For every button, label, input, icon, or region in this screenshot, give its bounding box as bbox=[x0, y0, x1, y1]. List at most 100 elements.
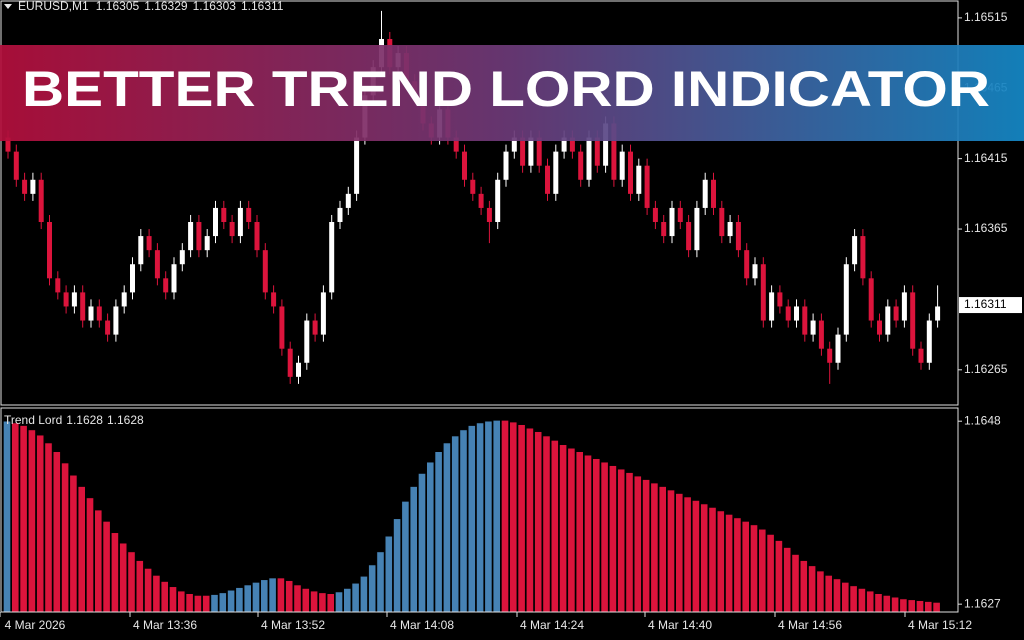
histogram-bar bbox=[534, 431, 543, 613]
candle-body bbox=[138, 236, 144, 265]
x-tick-label: 4 Mar 14:08 bbox=[390, 618, 454, 632]
histogram-bar bbox=[816, 570, 825, 613]
histogram-bar bbox=[52, 451, 61, 613]
histogram-bar bbox=[318, 592, 327, 613]
histogram-bar bbox=[293, 584, 302, 613]
candle-body bbox=[204, 236, 210, 251]
histogram-bar bbox=[152, 575, 161, 613]
histogram-bar bbox=[144, 568, 152, 613]
candle-body bbox=[694, 207, 700, 251]
last-price-label: 1.16311 bbox=[964, 297, 1007, 311]
candle-body bbox=[279, 306, 285, 349]
candle-body bbox=[254, 222, 260, 251]
candle-body bbox=[38, 179, 44, 223]
candle-body bbox=[877, 320, 882, 335]
histogram-bar bbox=[882, 595, 891, 613]
x-tick-label: 4 Mar 13:36 bbox=[133, 618, 197, 632]
y-tick-label: 1.1627 bbox=[964, 596, 1001, 610]
histogram-bar bbox=[517, 424, 526, 613]
histogram-bar bbox=[442, 442, 451, 613]
histogram-bar bbox=[285, 580, 294, 613]
menu-triangle[interactable] bbox=[4, 4, 12, 9]
y-tick-label: 1.16365 bbox=[964, 221, 1008, 235]
histogram-bar bbox=[691, 500, 700, 613]
histogram-bar bbox=[932, 602, 941, 613]
candle-body bbox=[636, 165, 642, 194]
candle-body bbox=[910, 292, 916, 349]
y-tick-label: 1.16265 bbox=[964, 362, 1008, 376]
candle-body bbox=[561, 137, 567, 152]
candle-body bbox=[511, 137, 517, 152]
histogram-bar bbox=[301, 588, 310, 613]
histogram-bar bbox=[19, 425, 28, 613]
candle-body bbox=[271, 292, 277, 307]
candle-body bbox=[926, 320, 932, 363]
histogram-bar bbox=[708, 507, 717, 613]
header-low: 1.16303 bbox=[193, 0, 237, 13]
histogram-bar bbox=[127, 551, 136, 613]
candle-body bbox=[935, 306, 941, 321]
candle-body bbox=[628, 151, 633, 194]
candle-body bbox=[702, 179, 708, 208]
candle-body bbox=[470, 179, 476, 194]
candle-body bbox=[760, 264, 766, 321]
histogram-bar bbox=[3, 420, 11, 613]
histogram-bar bbox=[542, 435, 551, 613]
symbol: EURUSD,M1 bbox=[18, 0, 89, 13]
candle-body bbox=[578, 151, 584, 180]
candle-body bbox=[171, 264, 177, 293]
candle-body bbox=[893, 306, 899, 321]
histogram-bar bbox=[243, 584, 252, 613]
candle-body bbox=[146, 236, 152, 251]
histogram-bar bbox=[750, 524, 758, 613]
candle-body bbox=[843, 264, 849, 335]
candle-body bbox=[63, 292, 69, 307]
histogram-bar bbox=[310, 590, 318, 613]
x-tick-label: 4 Mar 14:24 bbox=[520, 618, 584, 632]
candle-body bbox=[478, 193, 484, 208]
histogram-bar bbox=[725, 514, 733, 613]
histogram-bar bbox=[675, 493, 684, 613]
candle-body bbox=[611, 123, 617, 180]
histogram-bar bbox=[335, 591, 343, 613]
histogram-bar bbox=[393, 518, 401, 613]
histogram-bar bbox=[916, 600, 924, 613]
histogram-bar bbox=[434, 451, 443, 613]
histogram-bar bbox=[260, 579, 269, 613]
histogram-bar bbox=[459, 429, 468, 613]
candle-body bbox=[262, 250, 268, 293]
candle-body bbox=[901, 292, 907, 321]
candle-body bbox=[22, 179, 28, 194]
header-open: 1.16305 bbox=[96, 0, 140, 13]
candle-body bbox=[644, 165, 650, 208]
candle-body bbox=[727, 222, 733, 237]
x-tick-label: 4 Mar 15:12 bbox=[908, 618, 972, 632]
candle-body bbox=[188, 222, 194, 251]
candle-body bbox=[619, 151, 625, 180]
candle-body bbox=[329, 222, 335, 293]
candle-body bbox=[304, 320, 310, 363]
histogram-bar bbox=[799, 560, 808, 613]
candle-body bbox=[536, 137, 542, 166]
histogram-bar bbox=[608, 465, 617, 613]
histogram-bar bbox=[700, 503, 709, 613]
candle-body bbox=[545, 165, 550, 194]
candle-body bbox=[852, 236, 858, 265]
histogram-bar bbox=[401, 501, 410, 613]
histogram-bar bbox=[111, 532, 119, 613]
candle-body bbox=[810, 320, 816, 335]
histogram-bar bbox=[11, 422, 20, 613]
histogram-bar bbox=[177, 590, 186, 613]
histogram-bar bbox=[86, 497, 94, 613]
candle-body bbox=[337, 207, 343, 223]
histogram-bar bbox=[874, 593, 883, 613]
histogram-bar bbox=[575, 451, 584, 613]
candle-body bbox=[752, 264, 758, 279]
candle-body bbox=[719, 207, 725, 237]
candle-body bbox=[287, 348, 293, 377]
main-panel-frame bbox=[0, 0, 959, 406]
indicator-name: Trend Lord bbox=[4, 413, 62, 427]
candle-body bbox=[661, 222, 667, 237]
histogram-bar bbox=[567, 447, 576, 613]
